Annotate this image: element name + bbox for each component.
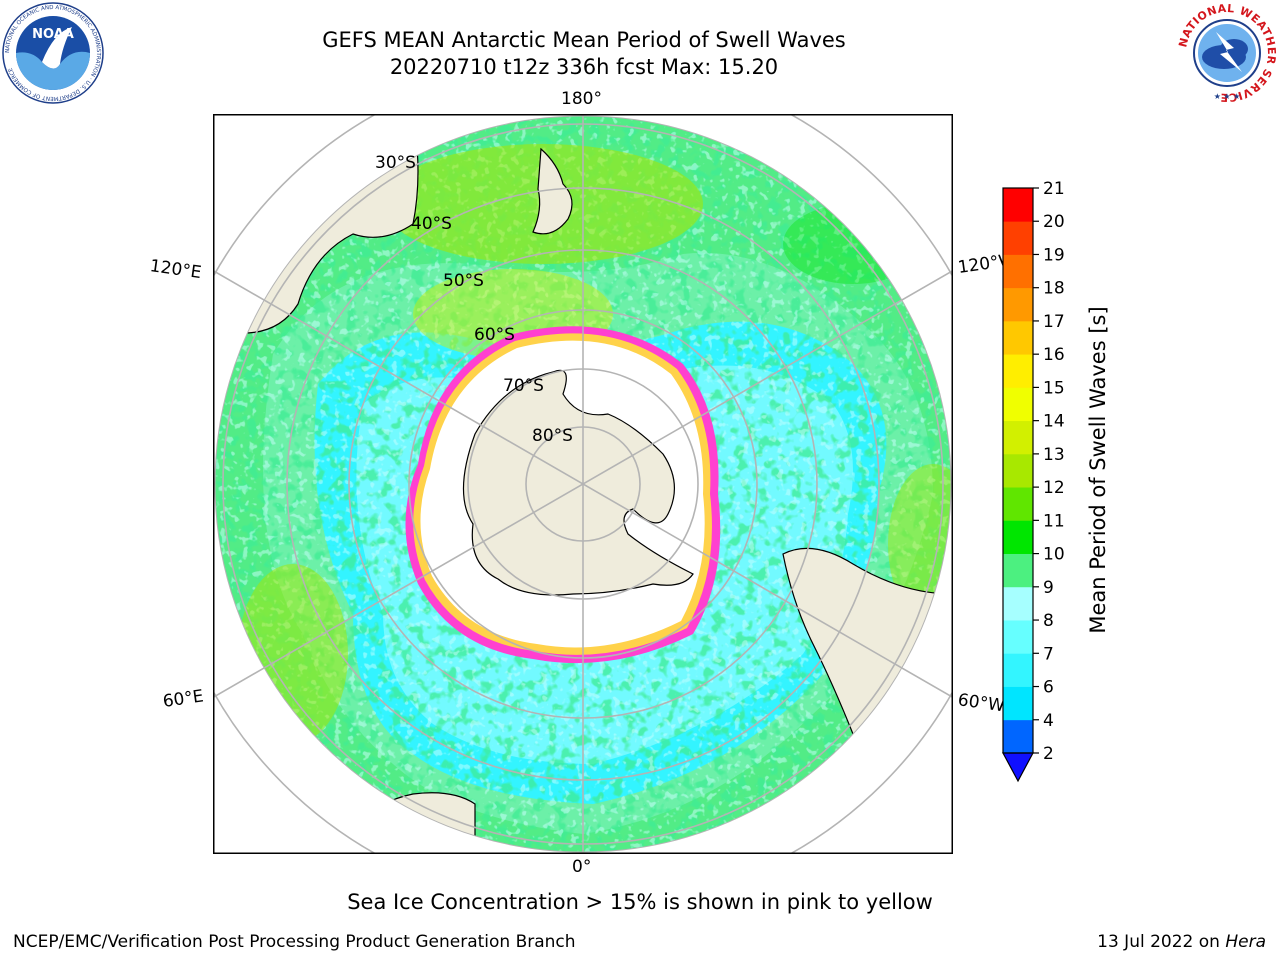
lon-label-180: 180° xyxy=(561,89,602,109)
colorbar-band xyxy=(1003,188,1033,222)
colorbar-tick-label: 4 xyxy=(1043,711,1054,731)
colorbar-tick-label: 12 xyxy=(1043,478,1065,498)
colorbar-tick-label: 7 xyxy=(1043,644,1054,664)
colorbar-band xyxy=(1003,653,1033,687)
footer-date: 13 Jul 2022 on Hera xyxy=(1097,932,1266,952)
map-border xyxy=(213,114,953,854)
colorbar-tick-label: 16 xyxy=(1043,345,1065,365)
colorbar-band xyxy=(1003,520,1033,554)
sea-ice-note: Sea Ice Concentration > 15% is shown in … xyxy=(347,890,933,914)
colorbar-band xyxy=(1003,487,1033,521)
colorbar-tick-label: 8 xyxy=(1043,611,1054,631)
lat-label-80: 80°S xyxy=(532,426,573,446)
nws-logo: NATIONAL WEATHER SERVICE ★ ★ ★ xyxy=(1176,2,1277,104)
colorbar-tick-label: 19 xyxy=(1043,245,1065,265)
colorbar-frame xyxy=(1002,187,1034,754)
colorbar-tick-label: 11 xyxy=(1043,511,1065,531)
colorbar: 2 4 6 7 8 9 10 11 12 13 14 15 16 17 18 19 20 21 xyxy=(1001,180,1065,783)
lat-label-30: 30°S xyxy=(375,153,416,173)
colorbar-band xyxy=(1003,719,1033,754)
colorbar-tick-label: 9 xyxy=(1043,578,1054,598)
graticule xyxy=(213,114,953,854)
colorbar-label: Mean Period of Swell Waves [s] xyxy=(1086,306,1110,634)
footer-host: Hera xyxy=(1225,932,1266,952)
colorbar-tick-label: 20 xyxy=(1043,212,1065,232)
colorbar-tick-label: 6 xyxy=(1043,678,1054,698)
colorbar-band xyxy=(1003,686,1033,721)
colorbar-band xyxy=(1003,453,1033,488)
lat-label-40: 40°S xyxy=(411,214,452,234)
colorbar-band xyxy=(1003,553,1033,588)
colorbar-tick-label: 15 xyxy=(1043,378,1065,398)
chart-subtitle-forecast: 20220710 t12z 336h fcst Max: 15.20 xyxy=(389,55,779,79)
noaa-logo: NOAA NATIONAL OCEANIC AND ATMOSPHERIC AD… xyxy=(2,2,104,104)
colorbar-band xyxy=(1003,287,1033,322)
colorbar-band xyxy=(1003,620,1033,654)
latitude-labels: 30°S 40°S 50°S 60°S 70°S 80°S xyxy=(375,153,573,446)
colorbar-tick-label: 2 xyxy=(1043,744,1054,764)
lon-label-0: 0° xyxy=(572,857,592,877)
colorbar-band xyxy=(1003,254,1033,289)
lon-label-60e: 60°E xyxy=(161,686,205,712)
colorbar-band xyxy=(1003,354,1033,388)
swell-period-field xyxy=(215,116,951,852)
colorbar-band xyxy=(1003,586,1033,621)
colorbar-tick-label: 10 xyxy=(1043,545,1065,565)
svg-text:★ ★ ★: ★ ★ ★ xyxy=(1214,92,1241,101)
colorbar-extend-triangle xyxy=(1001,752,1035,783)
lon-label-120e: 120°E xyxy=(148,256,203,284)
lat-label-50: 50°S xyxy=(443,271,484,291)
colorbar-band xyxy=(1003,320,1033,355)
colorbar-tick-label: 13 xyxy=(1043,445,1065,465)
footer-date-text: 13 Jul 2022 on xyxy=(1097,932,1220,952)
colorbar-band xyxy=(1003,387,1033,422)
noaa-logo-text: NOAA xyxy=(32,27,74,42)
colorbar-tick-label: 14 xyxy=(1043,412,1065,432)
lat-label-60: 60°S xyxy=(474,325,515,345)
colorbar-band xyxy=(1003,221,1033,255)
footer-credit: NCEP/EMC/Verification Post Processing Pr… xyxy=(13,932,576,952)
lat-label-70: 70°S xyxy=(503,376,544,396)
colorbar-tick-label: 17 xyxy=(1043,312,1065,332)
colorbar-tick-label: 18 xyxy=(1043,279,1065,299)
polar-map: 30°S 40°S 50°S 60°S 70°S 80°S xyxy=(213,114,953,854)
colorbar-tick-label: 21 xyxy=(1043,180,1065,199)
chart-title: GEFS MEAN Antarctic Mean Period of Swell… xyxy=(322,28,846,52)
colorbar-band xyxy=(1003,420,1033,455)
